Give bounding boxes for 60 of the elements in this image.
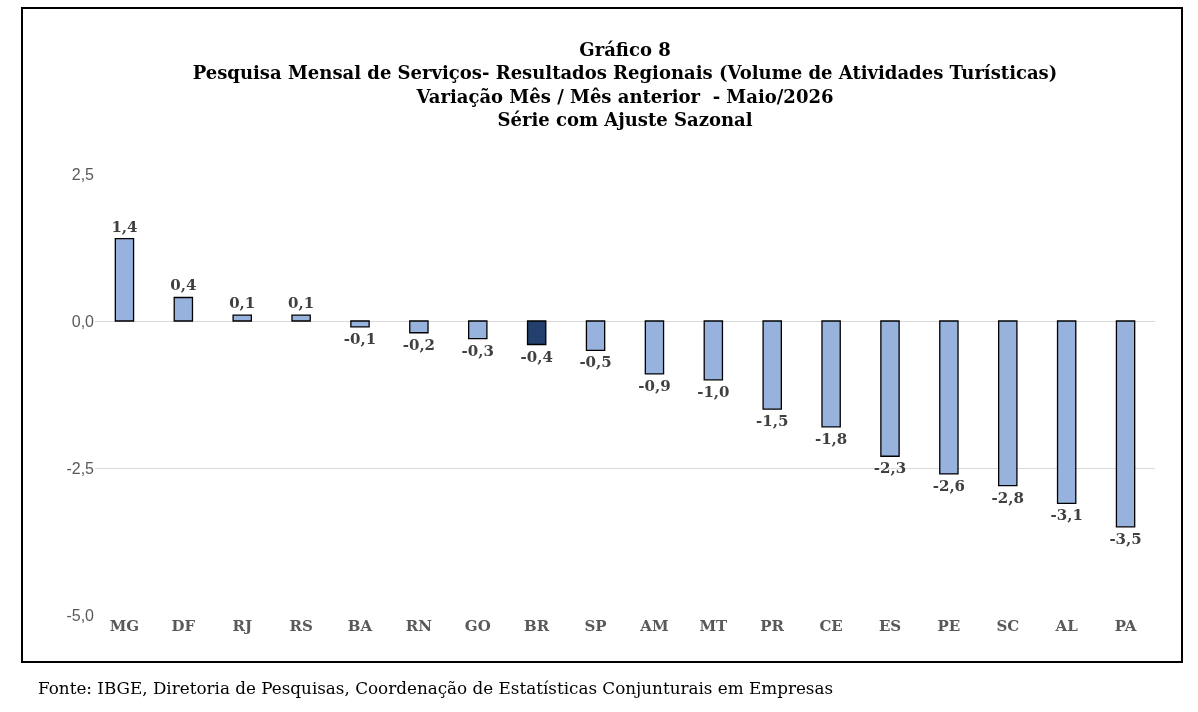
- x-tick-label: BA: [347, 617, 373, 635]
- data-label: 0,4: [170, 276, 197, 295]
- data-label: -2,3: [873, 459, 907, 478]
- bar: [821, 320, 841, 428]
- source-note: Fonte: IBGE, Diretoria de Pesquisas, Coordenação de Estatísticas Conjunturais em Empresas: [38, 678, 834, 698]
- y-tick-label: 2,5: [71, 165, 95, 183]
- data-label: 0,1: [229, 294, 256, 313]
- x-tick-label: MG: [109, 617, 140, 635]
- x-tick-label: PR: [760, 617, 785, 635]
- bar: [762, 320, 782, 410]
- x-tick-label: MT: [699, 617, 729, 635]
- y-tick-label: -5,0: [66, 606, 95, 624]
- data-label: -0,1: [343, 329, 377, 348]
- data-label: -1,5: [756, 412, 789, 431]
- bar: [173, 296, 194, 322]
- data-label: -1,0: [697, 382, 730, 401]
- bar: [526, 320, 547, 346]
- bar: [585, 320, 606, 352]
- bar: [1115, 320, 1136, 528]
- chart-title: Gráfico 8 Pesquisa Mensal de Serviços- Resultados Regionais (Volume de Atividades Turísticas) Variação Mês / Mês anterior - Maio/2026 Série com Ajuste Sazonal: [192, 39, 1058, 131]
- data-label: -3,5: [1109, 529, 1142, 548]
- data-label: -1,8: [814, 429, 848, 448]
- bar: [291, 314, 311, 322]
- bar: [998, 320, 1018, 487]
- y-tick-label: -2,5: [66, 459, 95, 477]
- x-tick-label: ES: [878, 617, 902, 635]
- data-label: -0,2: [402, 335, 436, 354]
- x-tick-label: DF: [171, 617, 196, 635]
- x-tick-label: BR: [524, 617, 550, 635]
- data-label: -0,5: [579, 353, 612, 372]
- x-tick-label: RS: [289, 617, 313, 635]
- data-label: -0,3: [461, 341, 494, 360]
- bar: [409, 320, 429, 334]
- x-tick-label: SC: [996, 617, 1020, 635]
- x-tick-label: PE: [937, 617, 961, 635]
- x-tick-label: RN: [405, 617, 433, 635]
- x-tick-label: PA: [1114, 617, 1137, 635]
- bar: [468, 320, 488, 340]
- y-tick-label: 0,0: [71, 312, 95, 330]
- bar: [232, 314, 252, 322]
- x-tick-label: AM: [639, 617, 669, 635]
- data-label: 1,4: [111, 217, 138, 236]
- x-tick-label: GO: [464, 617, 491, 635]
- bar: [939, 320, 959, 475]
- bar: [703, 320, 724, 381]
- data-label: -0,4: [520, 347, 553, 366]
- data-label: -2,8: [991, 488, 1024, 507]
- data-label: -2,6: [932, 476, 966, 495]
- bar: [880, 320, 900, 457]
- x-tick-label: AL: [1054, 617, 1079, 635]
- x-tick-label: SP: [584, 617, 607, 635]
- bar: [114, 238, 135, 322]
- bar: [1056, 320, 1077, 504]
- bar: [644, 320, 665, 375]
- data-label: -3,1: [1050, 506, 1083, 525]
- data-label: 0,1: [288, 294, 315, 313]
- data-label: -0,9: [638, 376, 671, 395]
- x-tick-label: RJ: [232, 617, 253, 635]
- x-tick-label: CE: [819, 617, 843, 635]
- bar: [350, 320, 370, 328]
